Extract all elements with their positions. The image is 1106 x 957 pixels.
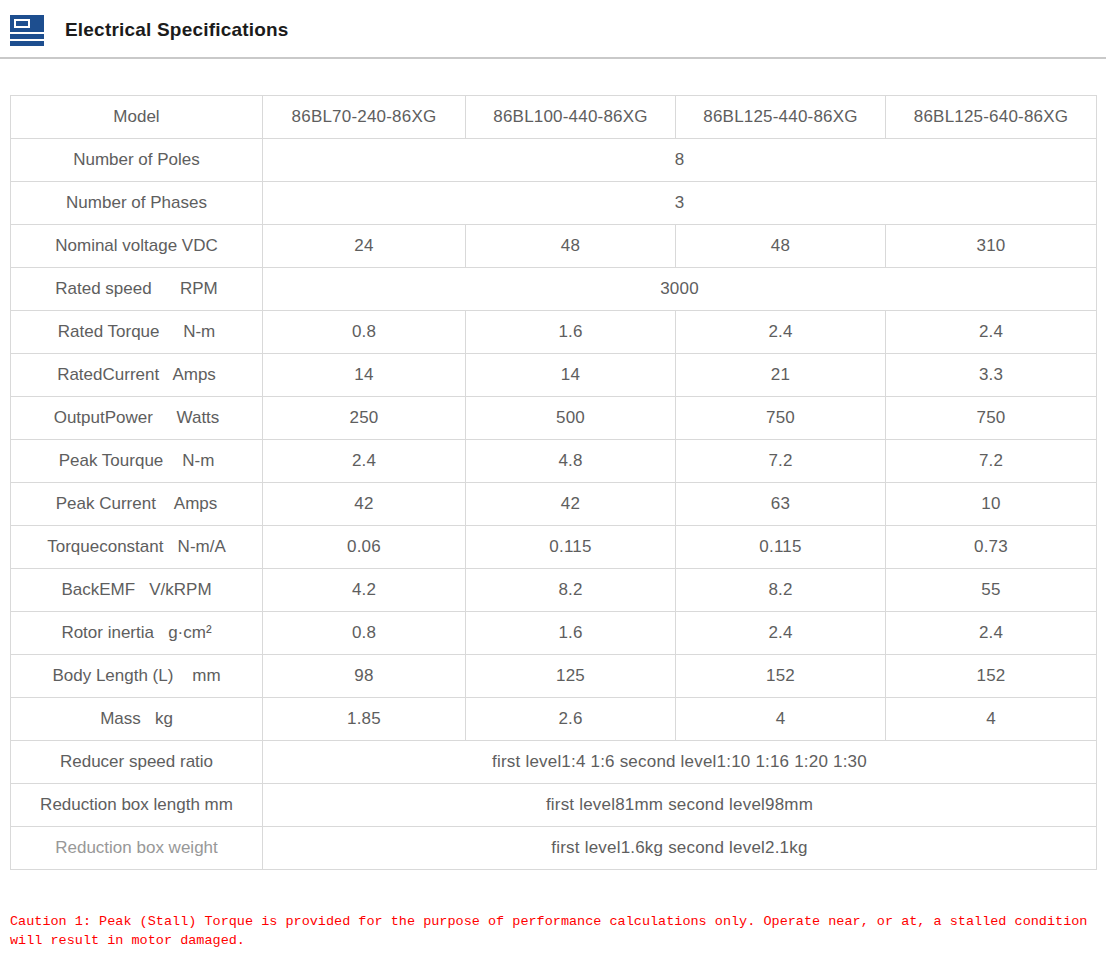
cell-value-span: 3: [263, 182, 1097, 225]
table-row-torque-constant: Torqueconstant N-m/A 0.06 0.115 0.115 0.…: [11, 526, 1097, 569]
caution-text: Caution 1: Peak (Stall) Torque is provid…: [10, 912, 1100, 950]
row-label: Rated speed RPM: [11, 268, 263, 311]
cell-value: 8.2: [466, 569, 676, 612]
cell-value: 10: [886, 483, 1097, 526]
cell-value: 8.2: [676, 569, 886, 612]
table-row-reducer-ratio: Reducer speed ratio first level1:4 1:6 s…: [11, 741, 1097, 784]
table-row-poles: Number of Poles 8: [11, 139, 1097, 182]
table-row-rated-torque: Rated Torque N-m 0.8 1.6 2.4 2.4: [11, 311, 1097, 354]
row-label: Number of Phases: [11, 182, 263, 225]
cell-value: 86BL125-640-86XG: [886, 96, 1097, 139]
row-label: Model: [11, 96, 263, 139]
cell-value: 2.4: [676, 612, 886, 655]
footnotes: Caution 1: Peak (Stall) Torque is provid…: [10, 874, 1100, 957]
cell-value: 0.115: [676, 526, 886, 569]
row-label: Reduction box length mm: [11, 784, 263, 827]
cell-value: 2.6: [466, 698, 676, 741]
cell-value-span: first level81mm second level98mm: [263, 784, 1097, 827]
row-label: Number of Poles: [11, 139, 263, 182]
row-label: Nominal voltage VDC: [11, 225, 263, 268]
row-label: Torqueconstant N-m/A: [11, 526, 263, 569]
cell-value: 152: [676, 655, 886, 698]
cell-value: 48: [466, 225, 676, 268]
cell-value: 250: [263, 397, 466, 440]
header-divider: [0, 57, 1106, 59]
cell-value: 55: [886, 569, 1097, 612]
cell-value: 2.4: [676, 311, 886, 354]
cell-value: 86BL100-440-86XG: [466, 96, 676, 139]
cell-value: 2.4: [886, 311, 1097, 354]
cell-value: 0.06: [263, 526, 466, 569]
table-row-reduction-box-weight: Reduction box weight first level1.6kg se…: [11, 827, 1097, 870]
cell-value: 63: [676, 483, 886, 526]
cell-value: 0.115: [466, 526, 676, 569]
cell-value: 500: [466, 397, 676, 440]
cell-value: 4: [886, 698, 1097, 741]
row-label: Rotor inertia g·cm²: [11, 612, 263, 655]
cell-value: 152: [886, 655, 1097, 698]
cell-value: 750: [886, 397, 1097, 440]
table-row-peak-torque: Peak Tourque N-m 2.4 4.8 7.2 7.2: [11, 440, 1097, 483]
cell-value: 0.8: [263, 612, 466, 655]
table-row-reduction-box-length: Reduction box length mm first level81mm …: [11, 784, 1097, 827]
row-label: Body Length (L) mm: [11, 655, 263, 698]
table-row-voltage: Nominal voltage VDC 24 48 48 310: [11, 225, 1097, 268]
row-label: Rated Torque N-m: [11, 311, 263, 354]
cell-value: 14: [466, 354, 676, 397]
cell-value: 750: [676, 397, 886, 440]
table-row-peak-current: Peak Current Amps 42 42 63 10: [11, 483, 1097, 526]
cell-value: 2.4: [263, 440, 466, 483]
cell-value: 48: [676, 225, 886, 268]
cell-value: 0.8: [263, 311, 466, 354]
row-label: Reducer speed ratio: [11, 741, 263, 784]
row-label: RatedCurrent Amps: [11, 354, 263, 397]
cell-value: 7.2: [676, 440, 886, 483]
cell-value: 42: [263, 483, 466, 526]
cell-value: 4: [676, 698, 886, 741]
cell-value-span: 8: [263, 139, 1097, 182]
cell-value: 42: [466, 483, 676, 526]
table-row-output-power: OutputPower Watts 250 500 750 750: [11, 397, 1097, 440]
row-label: Reduction box weight: [11, 827, 263, 870]
cell-value: 1.6: [466, 311, 676, 354]
row-label: Mass kg: [11, 698, 263, 741]
cell-value-span: first level1:4 1:6 second level1:10 1:16…: [263, 741, 1097, 784]
row-label: Peak Tourque N-m: [11, 440, 263, 483]
table-row-mass: Mass kg 1.85 2.6 4 4: [11, 698, 1097, 741]
table-row-body-length: Body Length (L) mm 98 125 152 152: [11, 655, 1097, 698]
cell-value: 86BL125-440-86XG: [676, 96, 886, 139]
cell-value: 24: [263, 225, 466, 268]
cell-value: 21: [676, 354, 886, 397]
cell-value: 98: [263, 655, 466, 698]
row-label: OutputPower Watts: [11, 397, 263, 440]
cell-value: 125: [466, 655, 676, 698]
page-title: Electrical Specifications: [65, 19, 289, 41]
section-header: Electrical Specifications: [0, 0, 1106, 50]
cell-value: 14: [263, 354, 466, 397]
electrical-spec-table: Model 86BL70-240-86XG 86BL100-440-86XG 8…: [10, 95, 1097, 870]
cell-value: 1.85: [263, 698, 466, 741]
cell-value: 3.3: [886, 354, 1097, 397]
cell-value: 7.2: [886, 440, 1097, 483]
table-row-rated-current: RatedCurrent Amps 14 14 21 3.3: [11, 354, 1097, 397]
table-row-phases: Number of Phases 3: [11, 182, 1097, 225]
row-label: Peak Current Amps: [11, 483, 263, 526]
cell-value: 0.73: [886, 526, 1097, 569]
spec-list-icon: [10, 15, 44, 46]
cell-value: 4.8: [466, 440, 676, 483]
cell-value: 1.6: [466, 612, 676, 655]
table-row-model: Model 86BL70-240-86XG 86BL100-440-86XG 8…: [11, 96, 1097, 139]
cell-value: 310: [886, 225, 1097, 268]
spec-table-body: Model 86BL70-240-86XG 86BL100-440-86XG 8…: [11, 96, 1097, 870]
cell-value-span: first level1.6kg second level2.1kg: [263, 827, 1097, 870]
row-label: BackEMF V/kRPM: [11, 569, 263, 612]
table-row-rated-speed: Rated speed RPM 3000: [11, 268, 1097, 311]
cell-value-span: 3000: [263, 268, 1097, 311]
cell-value: 86BL70-240-86XG: [263, 96, 466, 139]
table-row-rotor-inertia: Rotor inertia g·cm² 0.8 1.6 2.4 2.4: [11, 612, 1097, 655]
cell-value: 4.2: [263, 569, 466, 612]
cell-value: 2.4: [886, 612, 1097, 655]
table-row-back-emf: BackEMF V/kRPM 4.2 8.2 8.2 55: [11, 569, 1097, 612]
